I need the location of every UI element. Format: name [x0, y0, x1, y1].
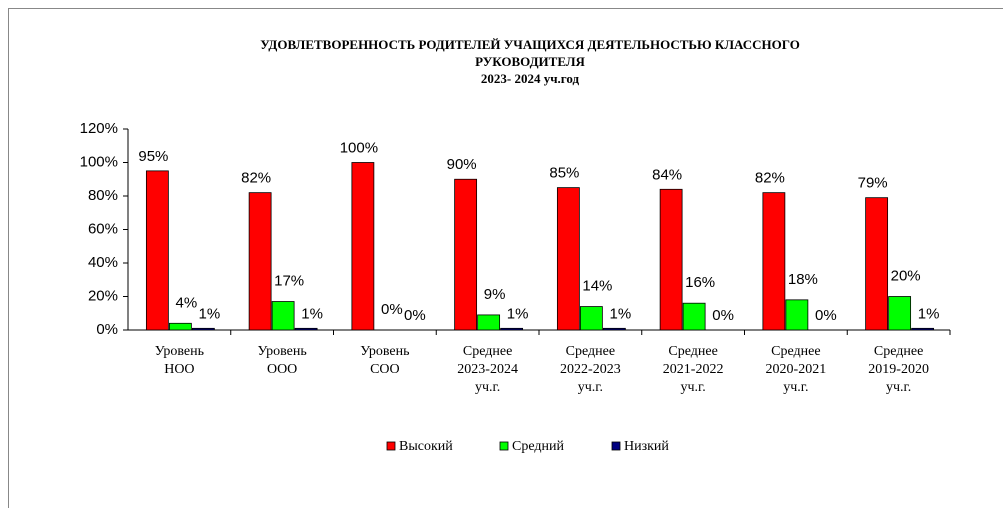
y-tick-label: 60%	[88, 220, 118, 237]
bar	[454, 178, 478, 331]
x-tick-label: Среднее	[668, 344, 717, 359]
bar	[168, 322, 192, 331]
bar	[556, 187, 580, 331]
data-label: 0%	[381, 301, 403, 318]
bar	[659, 188, 683, 331]
bar	[785, 299, 809, 331]
y-tick-label: 120%	[80, 120, 118, 137]
y-tick-label: 20%	[88, 287, 118, 304]
x-tick-label: 2019-2020	[868, 362, 929, 377]
data-label: 0%	[712, 307, 734, 324]
bar	[191, 327, 215, 331]
data-label: 79%	[858, 175, 888, 192]
data-label: 82%	[241, 170, 271, 187]
data-label: 1%	[301, 305, 323, 322]
legend-label: Низкий	[624, 439, 669, 454]
bar	[911, 327, 935, 331]
data-label: 90%	[447, 156, 477, 173]
data-label: 14%	[582, 278, 612, 295]
x-tick-label: 2021-2022	[663, 362, 724, 377]
data-label: 0%	[404, 307, 426, 324]
legend-swatch	[611, 441, 621, 451]
bar	[248, 192, 272, 331]
x-tick-label: 2023-2024	[457, 362, 518, 377]
x-tick-label: СОО	[370, 362, 400, 377]
data-label: 4%	[176, 294, 198, 311]
data-label: 1%	[918, 305, 940, 322]
x-tick-label: Уровень	[257, 344, 306, 359]
bar	[477, 314, 501, 331]
bar	[865, 197, 889, 331]
x-tick-label: уч.г.	[886, 380, 911, 395]
chart-title: УДОВЛЕТВОРЕННОСТЬ РОДИТЕЛЕЙ УЧАЩИХСЯ ДЕЯ…	[260, 37, 800, 52]
x-tick-label: 2020-2021	[766, 362, 827, 377]
data-label: 85%	[549, 165, 579, 182]
x-tick-label: Среднее	[566, 344, 615, 359]
x-tick-label: Среднее	[463, 344, 512, 359]
chart-title: РУКОВОДИТЕЛЯ	[475, 54, 585, 69]
y-tick-label: 100%	[80, 153, 118, 170]
x-tick-label: уч.г.	[578, 380, 603, 395]
bar	[145, 170, 169, 331]
data-label: 100%	[340, 139, 378, 156]
chart-title: 2023- 2024 уч.год	[481, 71, 580, 86]
data-label: 82%	[755, 170, 785, 187]
x-tick-label: ООО	[267, 362, 297, 377]
data-label: 1%	[507, 305, 529, 322]
y-tick-label: 0%	[96, 321, 118, 338]
data-label: 0%	[815, 307, 837, 324]
legend-swatch	[499, 441, 509, 451]
bar	[500, 327, 524, 331]
data-label: 16%	[685, 274, 715, 291]
bar	[682, 302, 706, 331]
x-tick-label: Уровень	[155, 344, 204, 359]
x-tick-label: Среднее	[874, 344, 923, 359]
y-tick-label: 40%	[88, 254, 118, 271]
y-tick-label: 80%	[88, 187, 118, 204]
data-label: 95%	[138, 148, 168, 165]
bar	[888, 296, 912, 331]
legend-label: Средний	[512, 439, 564, 454]
bar	[602, 327, 626, 331]
x-tick-label: 2022-2023	[560, 362, 621, 377]
frame	[8, 8, 1003, 508]
data-label: 9%	[484, 286, 506, 303]
data-label: 84%	[652, 166, 682, 183]
data-label: 1%	[199, 305, 221, 322]
bar	[351, 162, 375, 331]
x-tick-label: уч.г.	[681, 380, 706, 395]
x-tick-label: Среднее	[771, 344, 820, 359]
x-tick-label: уч.г.	[783, 380, 808, 395]
bar	[294, 327, 318, 331]
x-tick-label: уч.г.	[475, 380, 500, 395]
data-label: 20%	[891, 267, 921, 284]
bar	[271, 301, 295, 331]
data-label: 18%	[788, 271, 818, 288]
bar	[762, 192, 786, 331]
legend-label: Высокий	[399, 439, 453, 454]
data-label: 17%	[274, 272, 304, 289]
x-tick-label: Уровень	[360, 344, 409, 359]
x-tick-label: НОО	[164, 362, 194, 377]
data-label: 1%	[610, 305, 632, 322]
legend-swatch	[386, 441, 396, 451]
bar	[579, 306, 603, 331]
